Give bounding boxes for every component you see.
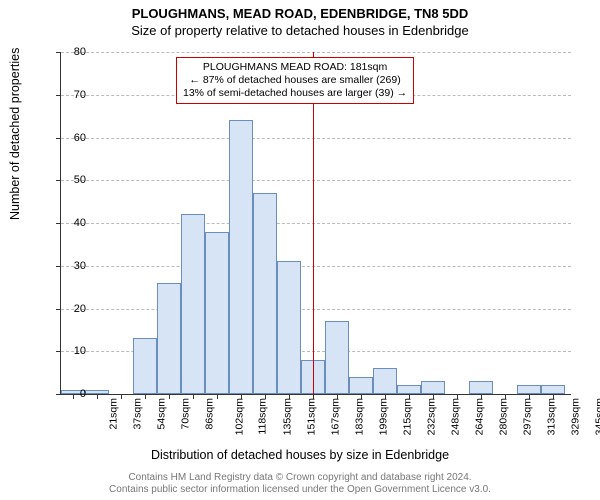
histogram-bar bbox=[229, 120, 253, 394]
annotation-box: PLOUGHMANS MEAD ROAD: 181sqm← 87% of det… bbox=[176, 57, 414, 104]
y-tick-label: 50 bbox=[56, 174, 86, 186]
x-tick-label: 183sqm bbox=[353, 398, 365, 435]
x-tick-label: 135sqm bbox=[281, 398, 293, 435]
plot-area: PLOUGHMANS MEAD ROAD: 181sqm← 87% of det… bbox=[60, 52, 571, 395]
x-tick-label: 70sqm bbox=[179, 398, 191, 430]
grid-line bbox=[61, 138, 571, 139]
histogram-bar bbox=[397, 385, 421, 394]
histogram-bar bbox=[541, 385, 565, 394]
x-axis-label: Distribution of detached houses by size … bbox=[0, 448, 600, 462]
x-tick-label: 54sqm bbox=[155, 398, 167, 430]
y-tick-label: 60 bbox=[56, 132, 86, 144]
y-axis-label: Number of detached properties bbox=[8, 48, 22, 220]
x-tick-label: 215sqm bbox=[401, 398, 413, 435]
y-tick-label: 20 bbox=[56, 303, 86, 315]
grid-line bbox=[61, 52, 571, 53]
x-tick-label: 248sqm bbox=[449, 398, 461, 435]
histogram-bar bbox=[157, 283, 181, 394]
x-tick-label: 151sqm bbox=[305, 398, 317, 435]
x-tick-label: 329sqm bbox=[569, 398, 581, 435]
annotation-line: ← 87% of detached houses are smaller (26… bbox=[183, 74, 407, 87]
x-tick-label: 280sqm bbox=[497, 398, 509, 435]
x-tick-label: 86sqm bbox=[203, 398, 215, 430]
grid-line bbox=[61, 223, 571, 224]
x-tick-label: 313sqm bbox=[545, 398, 557, 435]
grid-line bbox=[61, 309, 571, 310]
annotation-line: 13% of semi-detached houses are larger (… bbox=[183, 87, 407, 100]
y-tick-label: 0 bbox=[56, 388, 86, 400]
x-tick-label: 21sqm bbox=[107, 398, 119, 430]
grid-line bbox=[61, 180, 571, 181]
grid-line bbox=[61, 266, 571, 267]
histogram-bar bbox=[277, 261, 301, 394]
x-tick-label: 37sqm bbox=[131, 398, 143, 430]
x-tick-label: 264sqm bbox=[473, 398, 485, 435]
y-tick-label: 40 bbox=[56, 217, 86, 229]
chart-title-main: PLOUGHMANS, MEAD ROAD, EDENBRIDGE, TN8 5… bbox=[0, 0, 600, 21]
x-tick-label: 232sqm bbox=[425, 398, 437, 435]
histogram-bar bbox=[325, 321, 349, 394]
histogram-bar bbox=[205, 232, 229, 394]
histogram-bar bbox=[469, 381, 493, 394]
histogram-bar bbox=[349, 377, 373, 394]
x-tick-label: 199sqm bbox=[377, 398, 389, 435]
x-tick-label: 118sqm bbox=[256, 398, 268, 435]
histogram-bar bbox=[181, 214, 205, 394]
attribution-text: Contains HM Land Registry data © Crown c… bbox=[0, 472, 600, 496]
x-tick-label: 102sqm bbox=[233, 398, 245, 435]
x-tick-label: 297sqm bbox=[521, 398, 533, 435]
histogram-bar bbox=[253, 193, 277, 394]
histogram-bar bbox=[373, 368, 397, 394]
attribution-line1: Contains HM Land Registry data © Crown c… bbox=[0, 472, 600, 484]
chart-container: PLOUGHMANS, MEAD ROAD, EDENBRIDGE, TN8 5… bbox=[0, 0, 600, 500]
annotation-line: PLOUGHMANS MEAD ROAD: 181sqm bbox=[183, 61, 407, 74]
x-tick-label: 345sqm bbox=[593, 398, 600, 435]
y-tick-label: 30 bbox=[56, 260, 86, 272]
histogram-bar bbox=[133, 338, 157, 394]
histogram-bar bbox=[517, 385, 541, 394]
y-tick-label: 10 bbox=[56, 345, 86, 357]
chart-title-sub: Size of property relative to detached ho… bbox=[0, 21, 600, 38]
y-tick-label: 70 bbox=[56, 89, 86, 101]
y-tick-label: 80 bbox=[56, 46, 86, 58]
histogram-bar bbox=[421, 381, 445, 394]
attribution-line2: Contains public sector information licen… bbox=[0, 484, 600, 496]
x-tick-label: 167sqm bbox=[329, 398, 341, 435]
